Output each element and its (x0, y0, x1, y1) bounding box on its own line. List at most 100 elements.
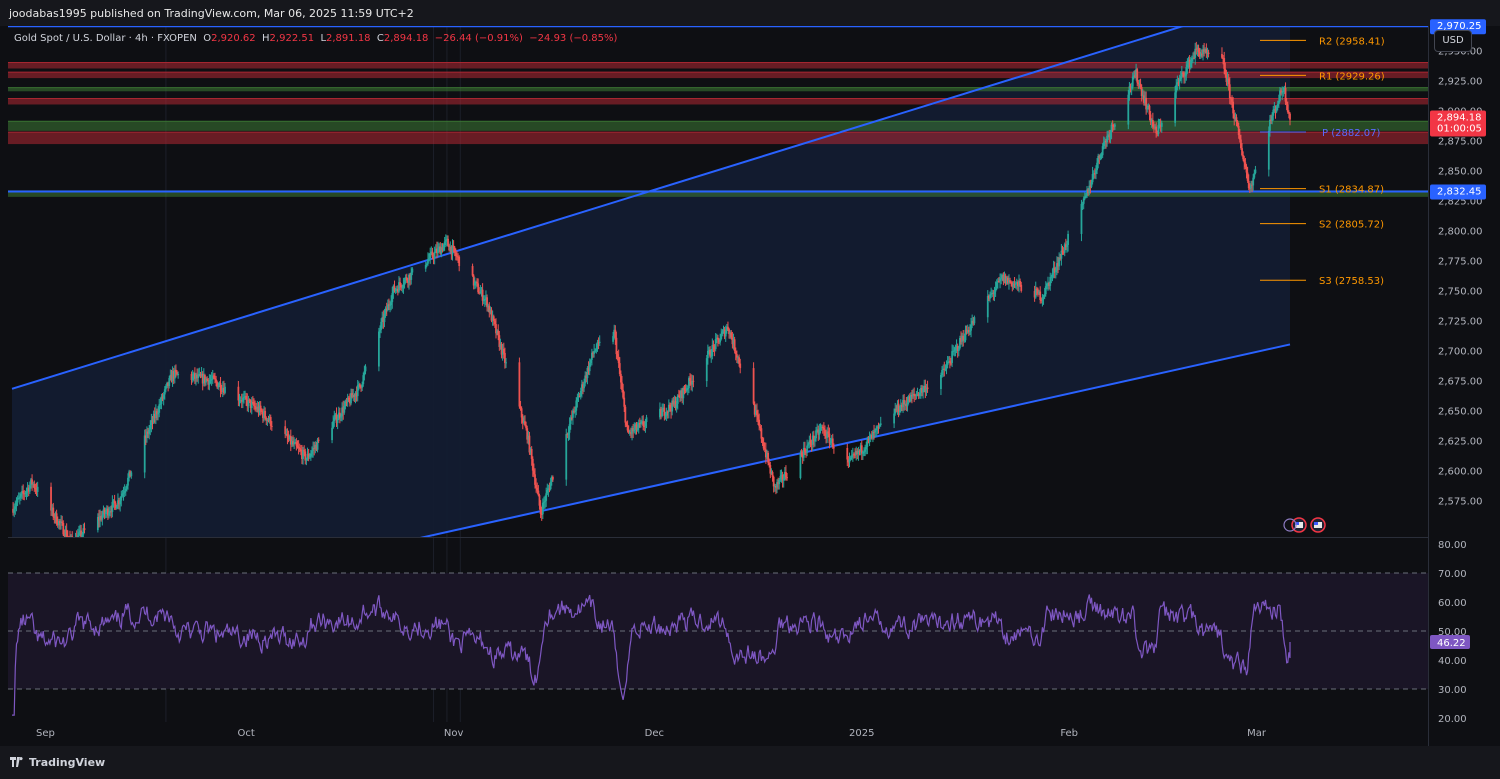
candle-body (332, 421, 335, 428)
candle-body (71, 536, 74, 537)
rsi-tick-label: 60.00 (1438, 598, 1467, 609)
candle-body (299, 449, 302, 452)
candle-body (1131, 76, 1134, 87)
candle-body (926, 387, 929, 390)
candle-body (1018, 280, 1020, 287)
currency-button[interactable]: USD (1434, 30, 1472, 52)
brand-label: TradingView (29, 756, 106, 769)
candle-body (1009, 280, 1011, 283)
symbol-title[interactable]: Gold Spot / U.S. Dollar · 4h · FXOPEN (14, 33, 197, 44)
candle-body (1080, 203, 1083, 234)
candle-body (1180, 72, 1183, 77)
candle-body (333, 417, 336, 422)
candle-body (637, 423, 640, 428)
candle-body (686, 388, 689, 390)
candle-body (1002, 275, 1005, 282)
candle-body (297, 447, 300, 449)
candle-body (821, 426, 824, 429)
candle-body (477, 283, 480, 293)
candle-body (539, 505, 542, 514)
candle-body (661, 410, 664, 417)
candle-body (812, 435, 815, 442)
candle-body (402, 284, 405, 288)
candle-body (209, 379, 212, 381)
candle-body (914, 395, 917, 397)
candle-body (1067, 233, 1069, 245)
candle-body (597, 342, 600, 344)
candle-body (444, 239, 447, 242)
pivot-label-s3: S3 (2758.53) (1319, 276, 1384, 287)
candle-body (448, 245, 451, 251)
candle-body (309, 453, 312, 456)
pivot-label-r2: R2 (2958.41) (1319, 36, 1385, 47)
candle-body (709, 349, 712, 357)
candle-body (644, 421, 647, 427)
price-tick-label: 2,725.00 (1438, 316, 1483, 327)
candle-body (254, 406, 257, 408)
candle-body (308, 455, 311, 458)
candle-body (1040, 299, 1043, 301)
candle-body (66, 536, 69, 537)
candle-body (1176, 82, 1179, 85)
candle-body (829, 440, 832, 444)
candle-body (1189, 60, 1192, 68)
candle-body (1132, 75, 1135, 77)
candle-body (198, 374, 201, 376)
candle-body (1082, 198, 1085, 204)
candle-body (491, 316, 494, 321)
candle-body (122, 492, 125, 494)
candle-body (406, 280, 409, 283)
candle-body (1229, 98, 1232, 100)
candle-body (767, 452, 769, 463)
candle-body (851, 454, 854, 456)
candle-body (858, 450, 861, 452)
candle-body (1087, 189, 1090, 194)
candle-body (1247, 180, 1250, 189)
candle-body (913, 393, 916, 396)
candle-body (801, 453, 804, 458)
time-axis-label: Oct (238, 728, 255, 739)
candle-body (1237, 126, 1240, 136)
candle-body (536, 487, 539, 491)
candle-body (16, 498, 19, 503)
candle-body (757, 415, 759, 420)
tradingview-brand[interactable]: TradingView (10, 756, 105, 769)
price-tick-label: 2,850.00 (1438, 166, 1483, 177)
candle-body (497, 330, 500, 336)
candle-body (175, 369, 177, 372)
candle-body (1106, 135, 1109, 143)
candle-body (169, 374, 172, 379)
close-value: 2,894.18 (383, 33, 429, 44)
pane-separator[interactable] (8, 537, 1428, 538)
price-tick-label: 2,925.00 (1438, 76, 1483, 87)
candle-body (1281, 92, 1284, 94)
candle-body (1137, 82, 1140, 84)
candle-body (780, 474, 783, 477)
candle-body (450, 246, 453, 255)
close-label: C (376, 33, 384, 44)
candle-body (959, 337, 961, 349)
candle-body (249, 400, 252, 408)
candle-body (51, 507, 54, 511)
candle-body (1098, 155, 1101, 159)
candle-body (334, 414, 337, 418)
candle-body (545, 493, 548, 501)
candle-body (257, 406, 260, 413)
candle-body (806, 445, 809, 453)
candle-body (197, 374, 200, 379)
candle-body (759, 426, 762, 429)
candle-body (452, 245, 455, 248)
candle-body (56, 523, 59, 526)
candle-body (691, 380, 694, 385)
candle-body (1271, 115, 1274, 121)
candle-body (1279, 90, 1281, 101)
candle-body (663, 407, 666, 416)
candle-body (952, 350, 955, 352)
candle-body (873, 431, 875, 433)
candle-body (527, 435, 530, 440)
pivot-label-s1: S1 (2834.87) (1319, 185, 1384, 196)
candle-body (551, 476, 554, 480)
candle-body (1155, 126, 1158, 134)
candle-body (113, 500, 116, 504)
